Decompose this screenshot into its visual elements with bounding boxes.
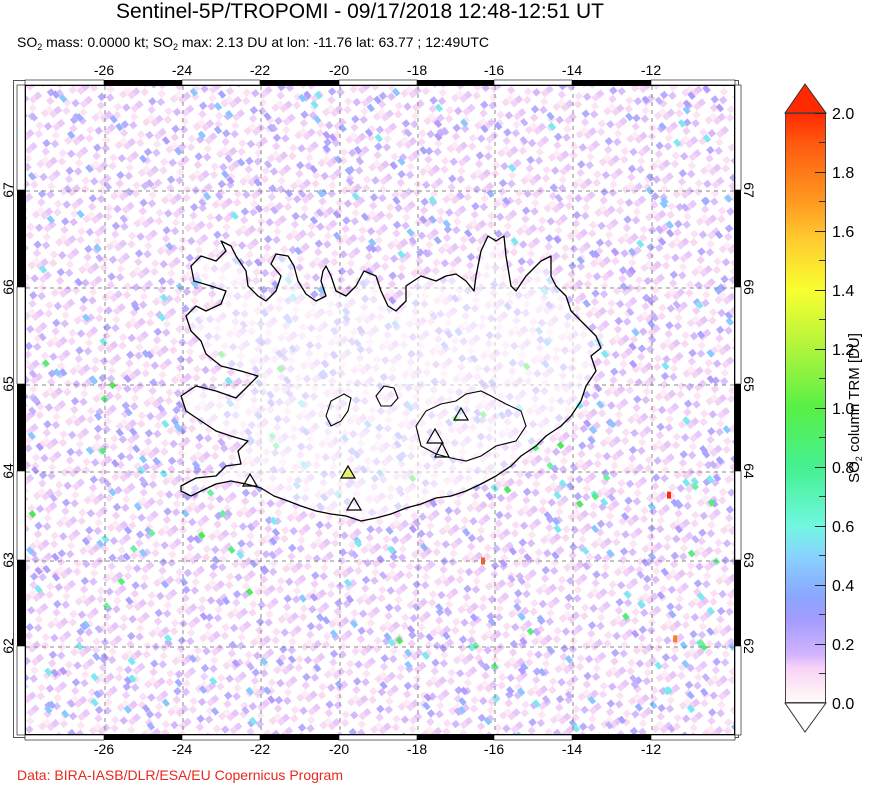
lat-tick-left: 63: [0, 552, 16, 568]
lat-tick-right: 66: [741, 279, 757, 295]
lon-tick-bottom: -12: [640, 741, 662, 757]
lon-tick-bottom: -14: [561, 741, 583, 757]
volcano-icon: [241, 472, 259, 487]
colorbar-minor-tick: [819, 142, 826, 143]
data-credit: Data: BIRA-IASB/DLR/ESA/EU Copernicus Pr…: [17, 767, 344, 783]
lat-tick-left: 62: [0, 638, 16, 654]
lon-tick-top: -12: [640, 62, 662, 78]
colorbar-tick: [815, 467, 826, 468]
lat-tick-left: 67: [0, 182, 16, 198]
lon-tick-bottom: -20: [328, 741, 350, 757]
lon-tick-top: -18: [406, 62, 428, 78]
subtitle-mass: mass: 0.0000 kt; SO: [42, 34, 173, 50]
colorbar-minor-tick: [819, 437, 826, 438]
colorbar-tick: [815, 644, 826, 645]
lat-tick-left: 65: [0, 376, 16, 392]
colorbar-minor-tick: [819, 555, 826, 556]
iceland-coastline: [180, 235, 602, 522]
colorbar-tick: [815, 113, 826, 114]
lat-tick-right: 67: [741, 182, 757, 198]
subtitle-so2-a: SO: [17, 34, 38, 50]
lon-tick-top: -24: [171, 62, 193, 78]
colorbar-minor-tick: [819, 378, 826, 379]
bottom-band: [24, 734, 736, 741]
lon-tick-bottom: -22: [249, 741, 271, 757]
lon-tick-bottom: -24: [171, 741, 193, 757]
chart-subtitle: SO2 mass: 0.0000 kt; SO2 max: 2.13 DU at…: [17, 34, 489, 52]
colorbar-value: 0.8: [832, 460, 855, 477]
colorbar-minor-tick: [819, 614, 826, 615]
subtitle-sub-a: 2: [37, 42, 43, 52]
colorbar-tick: [815, 526, 826, 527]
volcano-icon: [434, 441, 450, 458]
top-band: [24, 79, 736, 86]
chart-title: Sentinel-5P/TROPOMI - 09/17/2018 12:48-1…: [116, 0, 604, 23]
colorbar-minor-tick: [819, 260, 826, 261]
subtitle-max: max: 2.13 DU at lon: -11.76 lat: 63.77 ;…: [178, 34, 490, 50]
colorbar-value: 1.8: [832, 165, 855, 182]
colorbar-value: 0.2: [832, 637, 855, 654]
colorbar-label: SO2 column TRM [DU]: [846, 333, 864, 483]
colorbar-value: 0.4: [832, 578, 855, 595]
lon-tick-bottom: -16: [483, 741, 505, 757]
cb-label-sub: 2: [854, 456, 864, 462]
lat-tick-left: 64: [0, 463, 16, 479]
so2-pixels: [26, 86, 734, 734]
colorbar-tick: [815, 408, 826, 409]
left-band: [16, 84, 26, 736]
right-band: [734, 84, 742, 736]
lon-tick-bottom: -26: [93, 741, 115, 757]
colorbar-tick: [815, 585, 826, 586]
volcano-icon: [345, 496, 363, 511]
cb-label-suffix: column TRM [DU]: [846, 333, 863, 457]
volcano-icon: [425, 427, 445, 444]
lat-tick-right: 63: [741, 552, 757, 568]
lon-tick-top: -20: [328, 62, 350, 78]
volcano-markers: [241, 406, 470, 511]
colorbar-tick: [815, 290, 826, 291]
cb-label-prefix: SO: [846, 461, 863, 483]
lon-tick-bottom: -18: [406, 741, 428, 757]
colorbar-value: 1.2: [832, 342, 855, 359]
map-plot-area[interactable]: [25, 85, 735, 735]
lon-tick-top: -16: [483, 62, 505, 78]
colorbar-value: 0.6: [832, 519, 855, 536]
colorbar-value: 0.0: [832, 696, 855, 713]
volcano-icon: [339, 464, 357, 479]
langjokull-outline: [325, 393, 352, 427]
lat-tick-right: 64: [741, 463, 757, 479]
colorbar-value: 2.0: [832, 106, 855, 123]
subtitle-sub-b: 2: [172, 42, 178, 52]
colorbar-value: 1.4: [832, 283, 855, 300]
lon-tick-top: -26: [93, 62, 115, 78]
colorbar-tick: [815, 172, 826, 173]
lon-tick-top: -14: [561, 62, 583, 78]
lat-tick-right: 65: [741, 376, 757, 392]
colorbar-value: 1.6: [832, 224, 855, 241]
lon-tick-top: -22: [249, 62, 271, 78]
volcano-icon: [452, 406, 470, 421]
colorbar-minor-tick: [819, 496, 826, 497]
lat-tick-left: 66: [0, 279, 16, 295]
colorbar-value: 1.0: [832, 401, 855, 418]
colorbar-minor-tick: [819, 673, 826, 674]
so2-map: [26, 86, 734, 734]
colorbar-tick: [815, 231, 826, 232]
colorbar-minor-tick: [819, 201, 826, 202]
colorbar-minor-tick: [819, 319, 826, 320]
lat-tick-right: 62: [741, 638, 757, 654]
colorbar-tick: [815, 349, 826, 350]
hofsjokull-outline: [375, 385, 399, 407]
